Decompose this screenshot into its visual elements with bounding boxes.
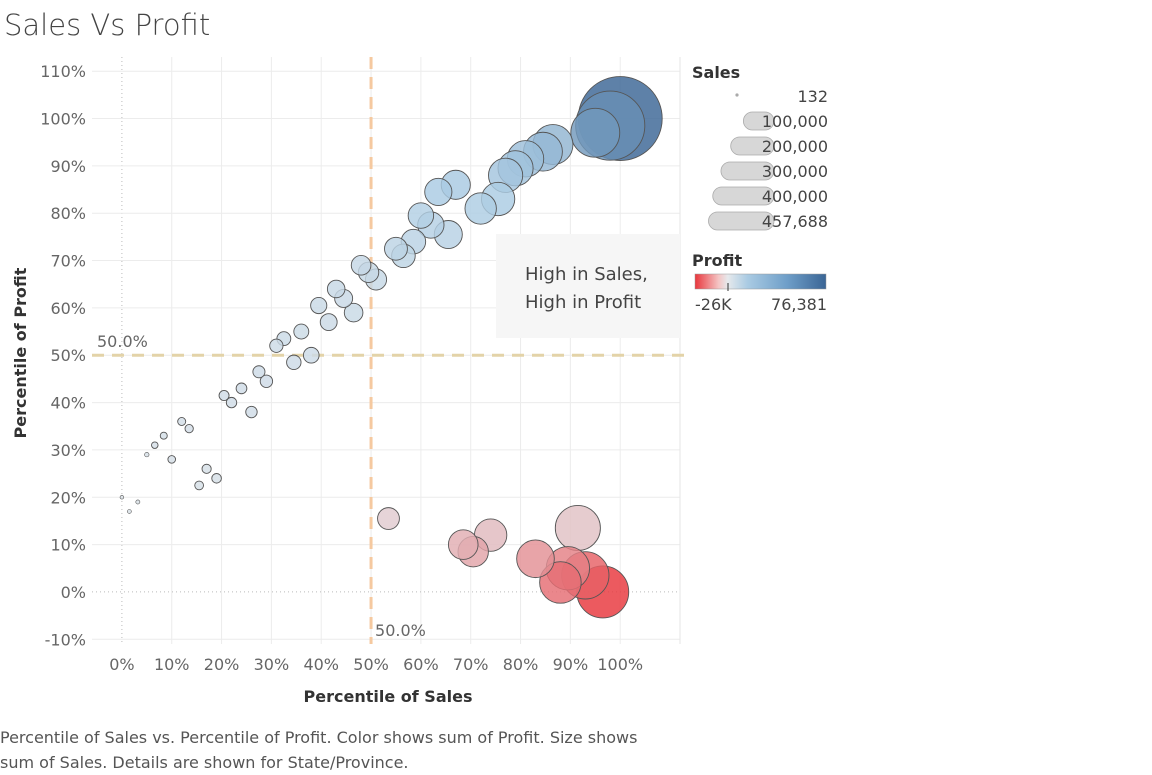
y-tick-label: 40%	[50, 394, 86, 413]
y-tick-label: 110%	[40, 62, 86, 81]
y-tick-label: 10%	[50, 536, 86, 555]
x-tick-label: 40%	[303, 655, 339, 674]
annotation-background	[496, 234, 680, 338]
scatter-point	[159, 431, 168, 440]
scatter-point	[384, 236, 408, 261]
size-legend-label: 300,000	[762, 162, 828, 181]
x-reference-label: 50.0%	[375, 621, 426, 640]
annotation-box: High in Sales, High in Profit	[496, 234, 680, 338]
scatter-point	[177, 417, 187, 426]
scatter-point	[194, 480, 204, 491]
chart-svg: 50.0% 50.0% High in Sales, High in Profit…	[11, 57, 828, 706]
scatter-point	[326, 279, 346, 299]
y-tick-label: 30%	[50, 441, 86, 460]
chart-caption: Percentile of Sales vs. Percentile of Pr…	[0, 728, 638, 772]
color-legend-title: Profit	[692, 251, 742, 270]
y-tick-label: -10%	[45, 630, 86, 649]
y-axis-ticks: -10% 0% 10% 20% 30% 40% 50% 60% 70% 80% 90% 100% 110…	[40, 62, 86, 649]
scatter-point	[119, 495, 125, 500]
scatter-point	[302, 346, 320, 364]
x-tick-label: 80%	[503, 655, 539, 674]
scatter-point	[135, 499, 141, 505]
size-legend-label: 200,000	[762, 137, 828, 156]
scatter-point	[151, 441, 159, 449]
scatter-point	[407, 202, 435, 229]
scatter-point	[554, 505, 601, 552]
x-tick-label: 100%	[597, 655, 643, 674]
x-tick-label: 50%	[353, 655, 389, 674]
scatter-point	[245, 405, 258, 419]
y-tick-label: 70%	[50, 252, 86, 271]
color-legend: Profit -26K 76,381	[692, 251, 827, 314]
size-legend-label: 132	[797, 87, 828, 106]
x-tick-label: 10%	[154, 655, 190, 674]
scatter-point	[424, 177, 453, 206]
size-legend-title: Sales	[692, 63, 740, 82]
y-tick-label: 90%	[50, 157, 86, 176]
color-legend-min: -26K	[695, 295, 732, 314]
scatter-point	[184, 423, 194, 434]
y-tick-label: 0%	[61, 583, 86, 602]
y-tick-label: 50%	[50, 346, 86, 365]
size-legend-mark	[735, 93, 739, 97]
y-tick-label: 100%	[40, 110, 86, 129]
size-legend-mark	[708, 211, 775, 231]
y-tick-label: 20%	[50, 488, 86, 507]
scatter-point	[286, 354, 302, 370]
scatter-point	[269, 338, 284, 353]
reference-lines: 50.0% 50.0%	[92, 57, 684, 644]
x-tick-label: 0%	[109, 655, 134, 674]
y-axis-title: Percentile of Profit	[11, 267, 30, 438]
scatter-points	[119, 76, 663, 619]
size-legend-label: 400,000	[762, 187, 828, 206]
x-tick-label: 70%	[453, 655, 489, 674]
scatter-point	[225, 396, 238, 409]
y-tick-label: 80%	[50, 204, 86, 223]
scatter-point	[211, 473, 222, 484]
scatter-point	[201, 463, 212, 474]
scatter-point	[447, 529, 479, 560]
scatter-point	[570, 107, 621, 158]
color-legend-max: 76,381	[771, 295, 827, 314]
x-tick-label: 20%	[204, 655, 240, 674]
y-reference-label: 50.0%	[97, 332, 148, 351]
x-axis-title: Percentile of Sales	[304, 687, 473, 706]
scatter-point	[293, 323, 310, 340]
scatter-point	[516, 539, 555, 579]
size-legend-mark	[712, 186, 775, 206]
scatter-point	[259, 374, 274, 388]
size-legend: Sales 132 100,000 200,000 300,000 400,000 457…	[692, 63, 828, 231]
size-legend-label: 100,000	[762, 112, 828, 131]
scatter-point	[377, 507, 400, 530]
scatter-point	[127, 509, 132, 514]
scatter-point	[464, 192, 497, 225]
scatter-point	[539, 561, 582, 604]
scatter-point	[235, 382, 248, 395]
scatter-point	[218, 390, 230, 401]
scatter-point	[319, 313, 338, 331]
x-tick-label: 60%	[403, 655, 439, 674]
annotation-line-1: High in Sales,	[525, 264, 648, 285]
y-tick-label: 60%	[50, 299, 86, 318]
size-legend-mark	[720, 161, 775, 181]
page-title: Sales Vs Profit	[4, 8, 211, 42]
scatter-point	[167, 455, 177, 464]
annotation-line-2: High in Profit	[525, 292, 641, 313]
x-tick-label: 90%	[553, 655, 589, 674]
scatter-point	[310, 296, 328, 315]
scatter-point	[252, 365, 266, 379]
size-legend-label: 457,688	[762, 212, 828, 231]
size-legend-mark	[742, 111, 775, 131]
color-legend-ramp	[694, 273, 827, 290]
scatter-point	[350, 255, 372, 276]
scatter-point	[144, 452, 150, 458]
x-tick-label: 30%	[254, 655, 290, 674]
x-axis-ticks: 0% 10% 20% 30% 40% 50% 60% 70% 80% 90% 100%	[109, 655, 643, 674]
scatter-point	[343, 302, 364, 323]
size-legend-mark	[730, 136, 775, 156]
